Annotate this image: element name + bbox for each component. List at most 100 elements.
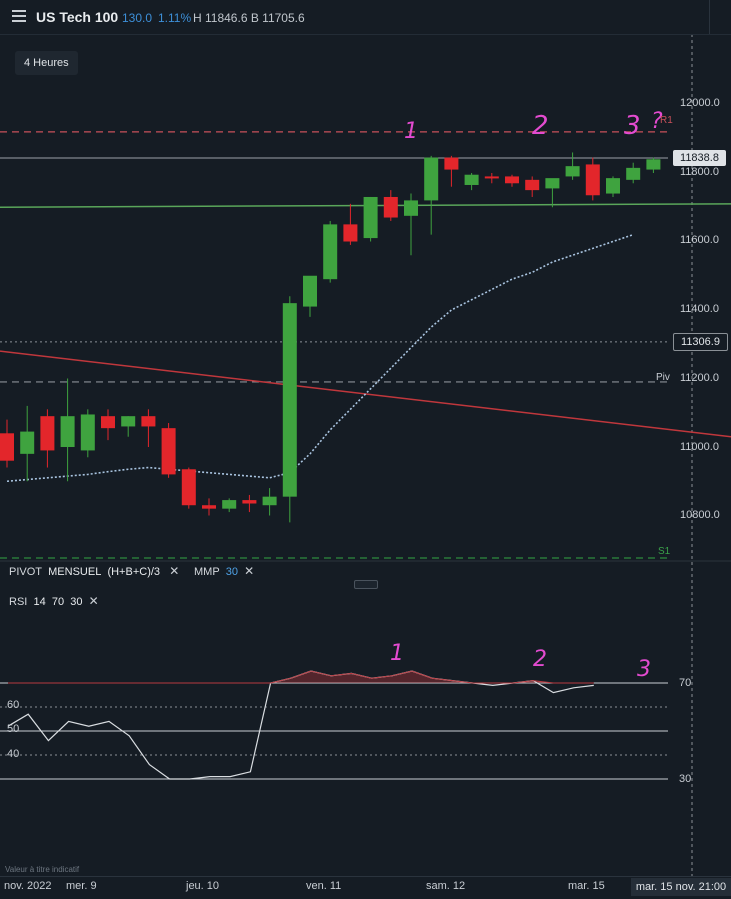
pivot-close-icon[interactable]: ✕ xyxy=(169,564,180,578)
candle-body xyxy=(545,178,560,189)
candle xyxy=(464,173,479,191)
timeframe-button[interactable]: 4 Heures xyxy=(15,51,78,75)
candle-body xyxy=(181,469,196,506)
high-low: H 11846.6 B 11705.6 xyxy=(193,11,305,25)
rsi-left-tick-60: 60 xyxy=(7,699,20,711)
candle xyxy=(161,423,176,478)
candle-body xyxy=(484,176,499,179)
candle xyxy=(484,173,499,184)
candle xyxy=(505,174,519,187)
annotations: 1 2 3 ? 1 2 3 xyxy=(390,109,663,682)
candle xyxy=(323,220,338,283)
candle xyxy=(363,196,378,242)
candle xyxy=(222,498,237,513)
candle xyxy=(525,176,540,197)
rsi-name: RSI xyxy=(9,596,28,608)
candle xyxy=(545,178,560,208)
y-tick: 10800.0 xyxy=(680,509,720,521)
pivot-legend[interactable]: PIVOT MENSUEL (H+B+C)/3 ✕ xyxy=(9,564,179,578)
trendlines xyxy=(0,203,731,438)
candle xyxy=(262,488,277,516)
candle xyxy=(383,190,398,221)
candle xyxy=(0,419,14,468)
candle-body xyxy=(444,157,459,170)
rsi-period: 14 xyxy=(33,596,46,608)
crosshair-price-flag: 11306.9 xyxy=(673,333,728,351)
y-tick: 11200.0 xyxy=(680,372,719,384)
y-tick: 11800.0 xyxy=(680,166,719,178)
candle xyxy=(181,467,196,509)
pivot-lines xyxy=(0,131,668,559)
candle xyxy=(121,416,136,437)
annotation-2: 2 xyxy=(532,111,549,141)
candle-body xyxy=(383,196,398,218)
candles xyxy=(0,152,661,523)
symbol-name[interactable]: US Tech 100 xyxy=(36,9,119,25)
candle-body xyxy=(222,500,237,509)
indicative-value-note: Valeur à titre indicatif xyxy=(5,865,80,874)
candle-body xyxy=(646,159,661,170)
mmp-value: 30 xyxy=(225,566,239,578)
candle xyxy=(646,157,661,173)
annotation-1: 1 xyxy=(404,119,418,144)
rsi-upper: 70 xyxy=(51,596,65,608)
candle-body xyxy=(626,167,641,180)
x-axis xyxy=(0,876,731,899)
candle-body xyxy=(606,178,620,194)
candle xyxy=(60,378,75,482)
moving-average xyxy=(6,233,634,483)
candle xyxy=(303,275,317,317)
rsi-overbought-fill xyxy=(8,671,594,683)
candle xyxy=(606,176,620,197)
mmp-legend[interactable]: MMP 30 ✕ xyxy=(194,564,254,578)
candle-body xyxy=(585,164,600,196)
rsi-close-icon[interactable]: ✕ xyxy=(88,594,99,608)
rsi-annotation-2: 2 xyxy=(533,647,547,672)
candle-body xyxy=(141,416,156,427)
x-tick: nov. 2022 xyxy=(4,880,52,892)
pivot-period: MENSUEL xyxy=(48,566,102,578)
candle-body xyxy=(343,224,358,242)
candle-body xyxy=(404,200,418,216)
pivot-s1-label: S1 xyxy=(658,546,671,557)
mmp-name: MMP xyxy=(194,566,220,578)
candle-body xyxy=(20,431,35,454)
pivot-r1-label: R1 xyxy=(660,115,673,126)
candle xyxy=(202,498,216,516)
candle xyxy=(80,409,95,458)
candle-body xyxy=(202,505,216,509)
candle-body xyxy=(161,428,176,475)
crosshair-time-flag: mar. 15 nov. 21:00 xyxy=(631,878,731,896)
candle xyxy=(626,162,641,184)
price-change-pct: 1.11% xyxy=(158,11,192,25)
pivot-formula: (H+B+C)/3 xyxy=(107,566,161,578)
candle-body xyxy=(525,179,540,191)
rsi-legend[interactable]: RSI 14 70 30 ✕ xyxy=(9,594,99,608)
candle-body xyxy=(505,176,519,184)
candle xyxy=(141,409,156,447)
panel-resize-handle[interactable] xyxy=(354,580,378,589)
x-tick: ven. 11 xyxy=(306,880,342,892)
candle xyxy=(343,203,358,245)
candle-body xyxy=(424,157,439,201)
rsi-panel xyxy=(0,670,668,780)
pivot-name: PIVOT xyxy=(9,566,43,578)
x-tick: jeu. 10 xyxy=(186,880,220,892)
annotation-question: ? xyxy=(651,109,663,134)
x-tick: sam. 12 xyxy=(426,880,466,892)
candle-body xyxy=(0,433,14,461)
hamburger-menu-icon[interactable] xyxy=(12,10,26,22)
last-price-flag: 11838.8 xyxy=(673,150,726,166)
y-tick: 12000.0 xyxy=(680,97,720,109)
rsi-tick-30: 30 xyxy=(679,773,692,785)
candle-body xyxy=(262,496,277,506)
mmp-close-icon[interactable]: ✕ xyxy=(244,564,255,578)
x-tick: mar. 15 xyxy=(568,880,605,892)
y-tick: 11000.0 xyxy=(680,441,719,453)
candle-body xyxy=(60,416,75,447)
candle-body xyxy=(464,174,479,185)
rsi-tick-70: 70 xyxy=(679,677,692,689)
header-bar xyxy=(0,0,731,35)
rsi-annotation-1: 1 xyxy=(390,641,404,666)
